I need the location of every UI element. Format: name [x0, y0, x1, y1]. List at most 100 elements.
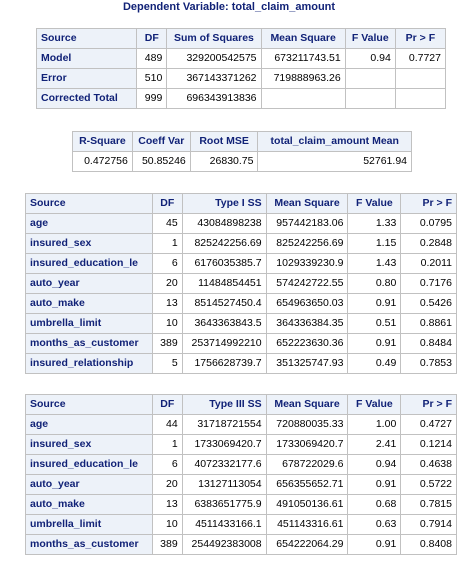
cell-pr-f: 0.4638 — [400, 454, 457, 475]
col-header-pr-f: Pr > F — [400, 193, 457, 214]
cell-mean-square: 654222064.29 — [265, 534, 349, 555]
cell-mean-square: 1029339230.9 — [265, 253, 349, 274]
cell-ss: 4511433166.1 — [181, 514, 267, 535]
table-row: 0.472756 50.85246 26830.75 52761.94 — [72, 151, 412, 172]
col-header-type-i-ss: Type I SS — [181, 193, 267, 214]
col-header-pr-f: Pr > F — [394, 28, 447, 49]
cell-f-value — [344, 88, 396, 109]
cell-ss: 1756628739.7 — [181, 353, 267, 374]
cell-f-value: 0.49 — [347, 353, 402, 374]
cell-ss: 43084898238 — [181, 213, 267, 234]
col-header-coeff-var: Coeff Var — [131, 131, 191, 152]
cell-sum-of-squares: 696343913836 — [166, 88, 262, 109]
table-row: auto_make 13 8514527450.4 654963650.03 0… — [25, 293, 457, 314]
cell-ss: 13127113054 — [181, 474, 267, 495]
cell-f-value: 0.91 — [347, 293, 402, 314]
cell-sum-of-squares: 367143371262 — [166, 68, 262, 89]
row-label: insured_relationship — [25, 353, 153, 374]
cell-df: 44 — [151, 414, 183, 435]
cell-df: 389 — [151, 534, 183, 555]
col-header-root-mse: Root MSE — [189, 131, 259, 152]
table-row: age 44 31718721554 720880035.33 1.00 0.4… — [25, 414, 457, 435]
cell-mean-square: 673211743.51 — [260, 48, 346, 69]
cell-mean-square: 364336384.35 — [265, 313, 349, 334]
cell-sum-of-squares: 329200542575 — [166, 48, 262, 69]
row-label: auto_year — [25, 273, 153, 294]
col-header-type-iii-ss: Type III SS — [181, 394, 267, 415]
cell-pr-f: 0.7727 — [394, 48, 447, 69]
table-row: insured_education_le 6 6176035385.7 1029… — [25, 253, 457, 274]
cell-df: 6 — [151, 253, 183, 274]
fit-header-row: R-Square Coeff Var Root MSE total_claim_… — [72, 131, 412, 152]
table-row: months_as_customer 389 253714992210 6522… — [25, 333, 457, 354]
row-label: age — [25, 414, 153, 435]
col-header-df: DF — [136, 28, 168, 49]
cell-ss: 4072332177.6 — [181, 454, 267, 475]
cell-f-value: 0.68 — [347, 494, 402, 515]
col-header-source: Source — [25, 394, 153, 415]
col-header-sum-of-squares: Sum of Squares — [166, 28, 262, 49]
cell-df: 13 — [151, 293, 183, 314]
row-label: umbrella_limit — [25, 514, 153, 535]
table-row: age 45 43084898238 957442183.06 1.33 0.0… — [25, 213, 457, 234]
cell-pr-f: 0.2011 — [400, 253, 457, 274]
cell-ss: 11484854451 — [181, 273, 267, 294]
cell-r-square: 0.472756 — [72, 151, 133, 172]
cell-df: 10 — [151, 313, 183, 334]
cell-pr-f: 0.7853 — [400, 353, 457, 374]
cell-mean-square: 957442183.06 — [265, 213, 349, 234]
cell-pr-f: 0.5722 — [400, 474, 457, 495]
cell-mean-square: 491050136.61 — [265, 494, 349, 515]
row-label: Error — [35, 68, 138, 89]
table-row: auto_year 20 13127113054 656355652.71 0.… — [25, 474, 457, 495]
anova-header-row: Source DF Sum of Squares Mean Square F V… — [35, 28, 447, 49]
cell-ss: 31718721554 — [181, 414, 267, 435]
cell-f-value: 2.41 — [347, 434, 402, 455]
cell-df: 13 — [151, 494, 183, 515]
cell-df: 20 — [151, 474, 183, 495]
cell-f-value: 0.91 — [347, 333, 402, 354]
cell-ss: 6383651775.9 — [181, 494, 267, 515]
row-label: umbrella_limit — [25, 313, 153, 334]
cell-mean-square: 351325747.93 — [265, 353, 349, 374]
cell-coeff-var: 50.85246 — [131, 151, 191, 172]
table-row: insured_relationship 5 1756628739.7 3513… — [25, 353, 457, 374]
row-label: months_as_customer — [25, 333, 153, 354]
type1-header-row: Source DF Type I SS Mean Square F Value … — [25, 193, 457, 214]
cell-df: 1 — [151, 434, 183, 455]
cell-pr-f: 0.8861 — [400, 313, 457, 334]
cell-f-value — [344, 68, 396, 89]
col-header-df: DF — [151, 193, 183, 214]
cell-pr-f: 0.7176 — [400, 273, 457, 294]
cell-f-value: 0.91 — [347, 534, 402, 555]
cell-mean-square: 652223630.36 — [265, 333, 349, 354]
cell-df: 5 — [151, 353, 183, 374]
table-row: auto_make 13 6383651775.9 491050136.61 0… — [25, 494, 457, 515]
cell-pr-f: 0.7815 — [400, 494, 457, 515]
cell-mean-square — [260, 88, 346, 109]
cell-pr-f: 0.4727 — [400, 414, 457, 435]
cell-ss: 8514527450.4 — [181, 293, 267, 314]
row-label: Corrected Total — [35, 88, 138, 109]
table-row: Error 510 367143371262 719888963.26 — [35, 68, 447, 89]
cell-pr-f: 0.0795 — [400, 213, 457, 234]
cell-pr-f: 0.5426 — [400, 293, 457, 314]
cell-ss: 253714992210 — [181, 333, 267, 354]
row-label: auto_make — [25, 494, 153, 515]
row-label: auto_make — [25, 293, 153, 314]
table-row: months_as_customer 389 254492383008 6542… — [25, 534, 457, 555]
col-header-mean-square: Mean Square — [260, 28, 346, 49]
cell-f-value: 0.94 — [344, 48, 396, 69]
cell-mean-square: 1733069420.7 — [265, 434, 349, 455]
cell-f-value: 1.43 — [347, 253, 402, 274]
table-row: insured_sex 1 1733069420.7 1733069420.7 … — [25, 434, 457, 455]
cell-pr-f — [394, 88, 447, 109]
col-header-f-value: F Value — [347, 394, 402, 415]
row-label: auto_year — [25, 474, 153, 495]
cell-mean-square: 574242722.55 — [265, 273, 349, 294]
table-row: Corrected Total 999 696343913836 — [35, 88, 447, 109]
cell-ss: 254492383008 — [181, 534, 267, 555]
table-row: umbrella_limit 10 3643363843.5 364336384… — [25, 313, 457, 334]
cell-mean-square: 825242256.69 — [265, 233, 349, 254]
cell-df: 489 — [136, 48, 168, 69]
